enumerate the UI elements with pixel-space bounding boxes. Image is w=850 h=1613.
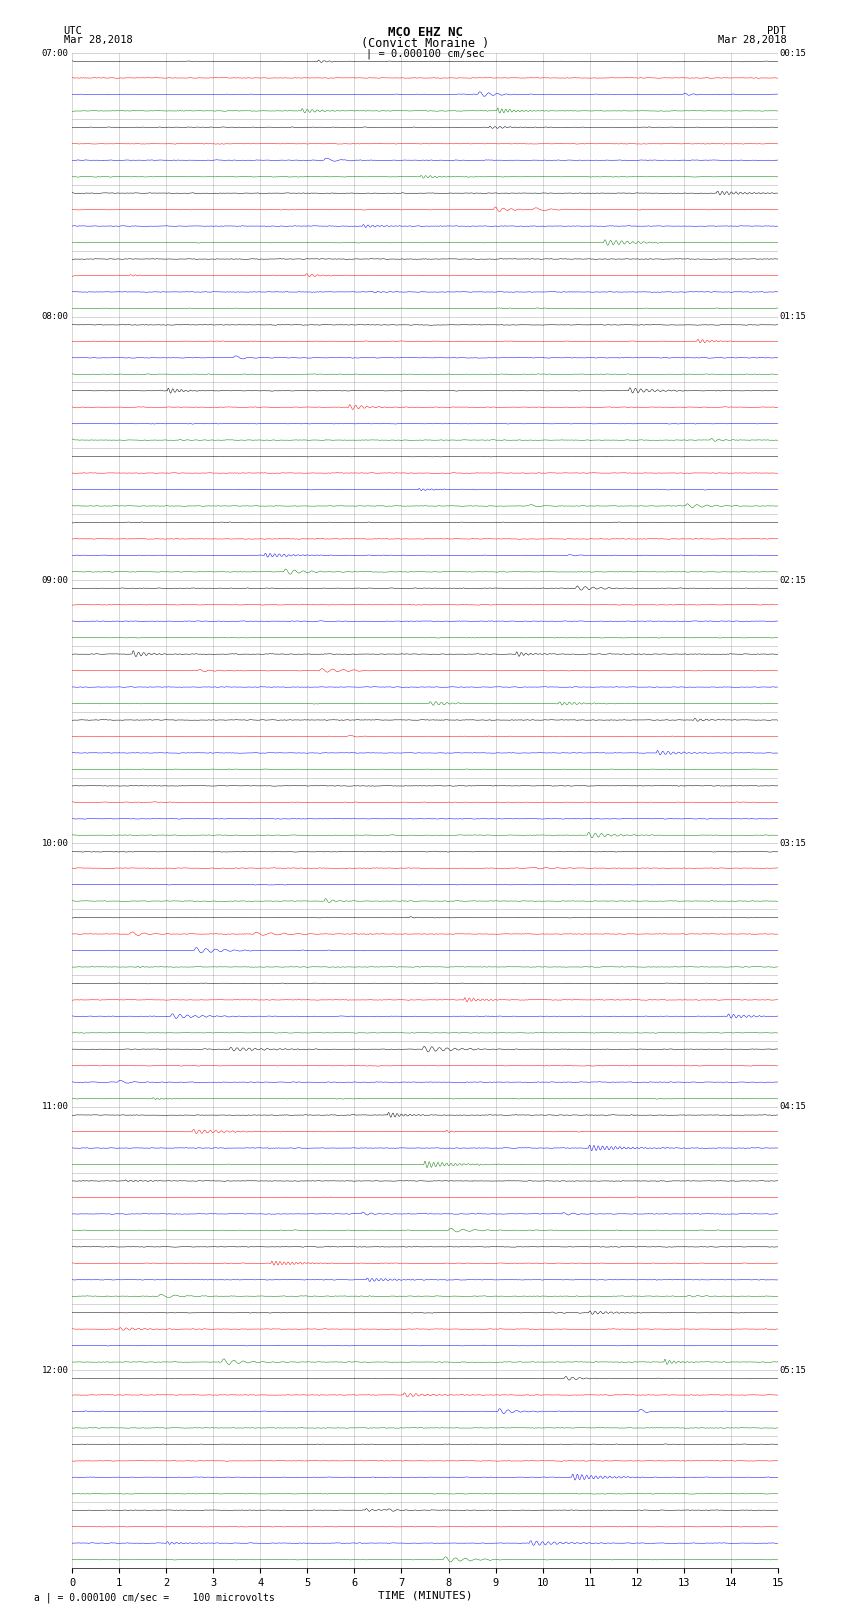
Text: 03:15: 03:15 — [779, 839, 807, 848]
Text: 09:00: 09:00 — [42, 576, 69, 584]
Text: MCO EHZ NC: MCO EHZ NC — [388, 26, 462, 39]
X-axis label: TIME (MINUTES): TIME (MINUTES) — [377, 1590, 473, 1600]
Text: 07:00: 07:00 — [42, 48, 69, 58]
Text: 01:15: 01:15 — [779, 313, 807, 321]
Text: Mar 28,2018: Mar 28,2018 — [717, 35, 786, 45]
Text: a | = 0.000100 cm/sec =    100 microvolts: a | = 0.000100 cm/sec = 100 microvolts — [34, 1592, 275, 1603]
Text: PDT: PDT — [768, 26, 786, 35]
Text: 08:00: 08:00 — [42, 313, 69, 321]
Text: 04:15: 04:15 — [779, 1102, 807, 1111]
Text: 02:15: 02:15 — [779, 576, 807, 584]
Text: 11:00: 11:00 — [42, 1102, 69, 1111]
Text: 10:00: 10:00 — [42, 839, 69, 848]
Text: 00:15: 00:15 — [779, 48, 807, 58]
Text: 12:00: 12:00 — [42, 1366, 69, 1374]
Text: (Convict Moraine ): (Convict Moraine ) — [361, 37, 489, 50]
Text: | = 0.000100 cm/sec: | = 0.000100 cm/sec — [366, 48, 484, 60]
Text: UTC: UTC — [64, 26, 82, 35]
Text: 05:15: 05:15 — [779, 1366, 807, 1374]
Text: Mar 28,2018: Mar 28,2018 — [64, 35, 133, 45]
